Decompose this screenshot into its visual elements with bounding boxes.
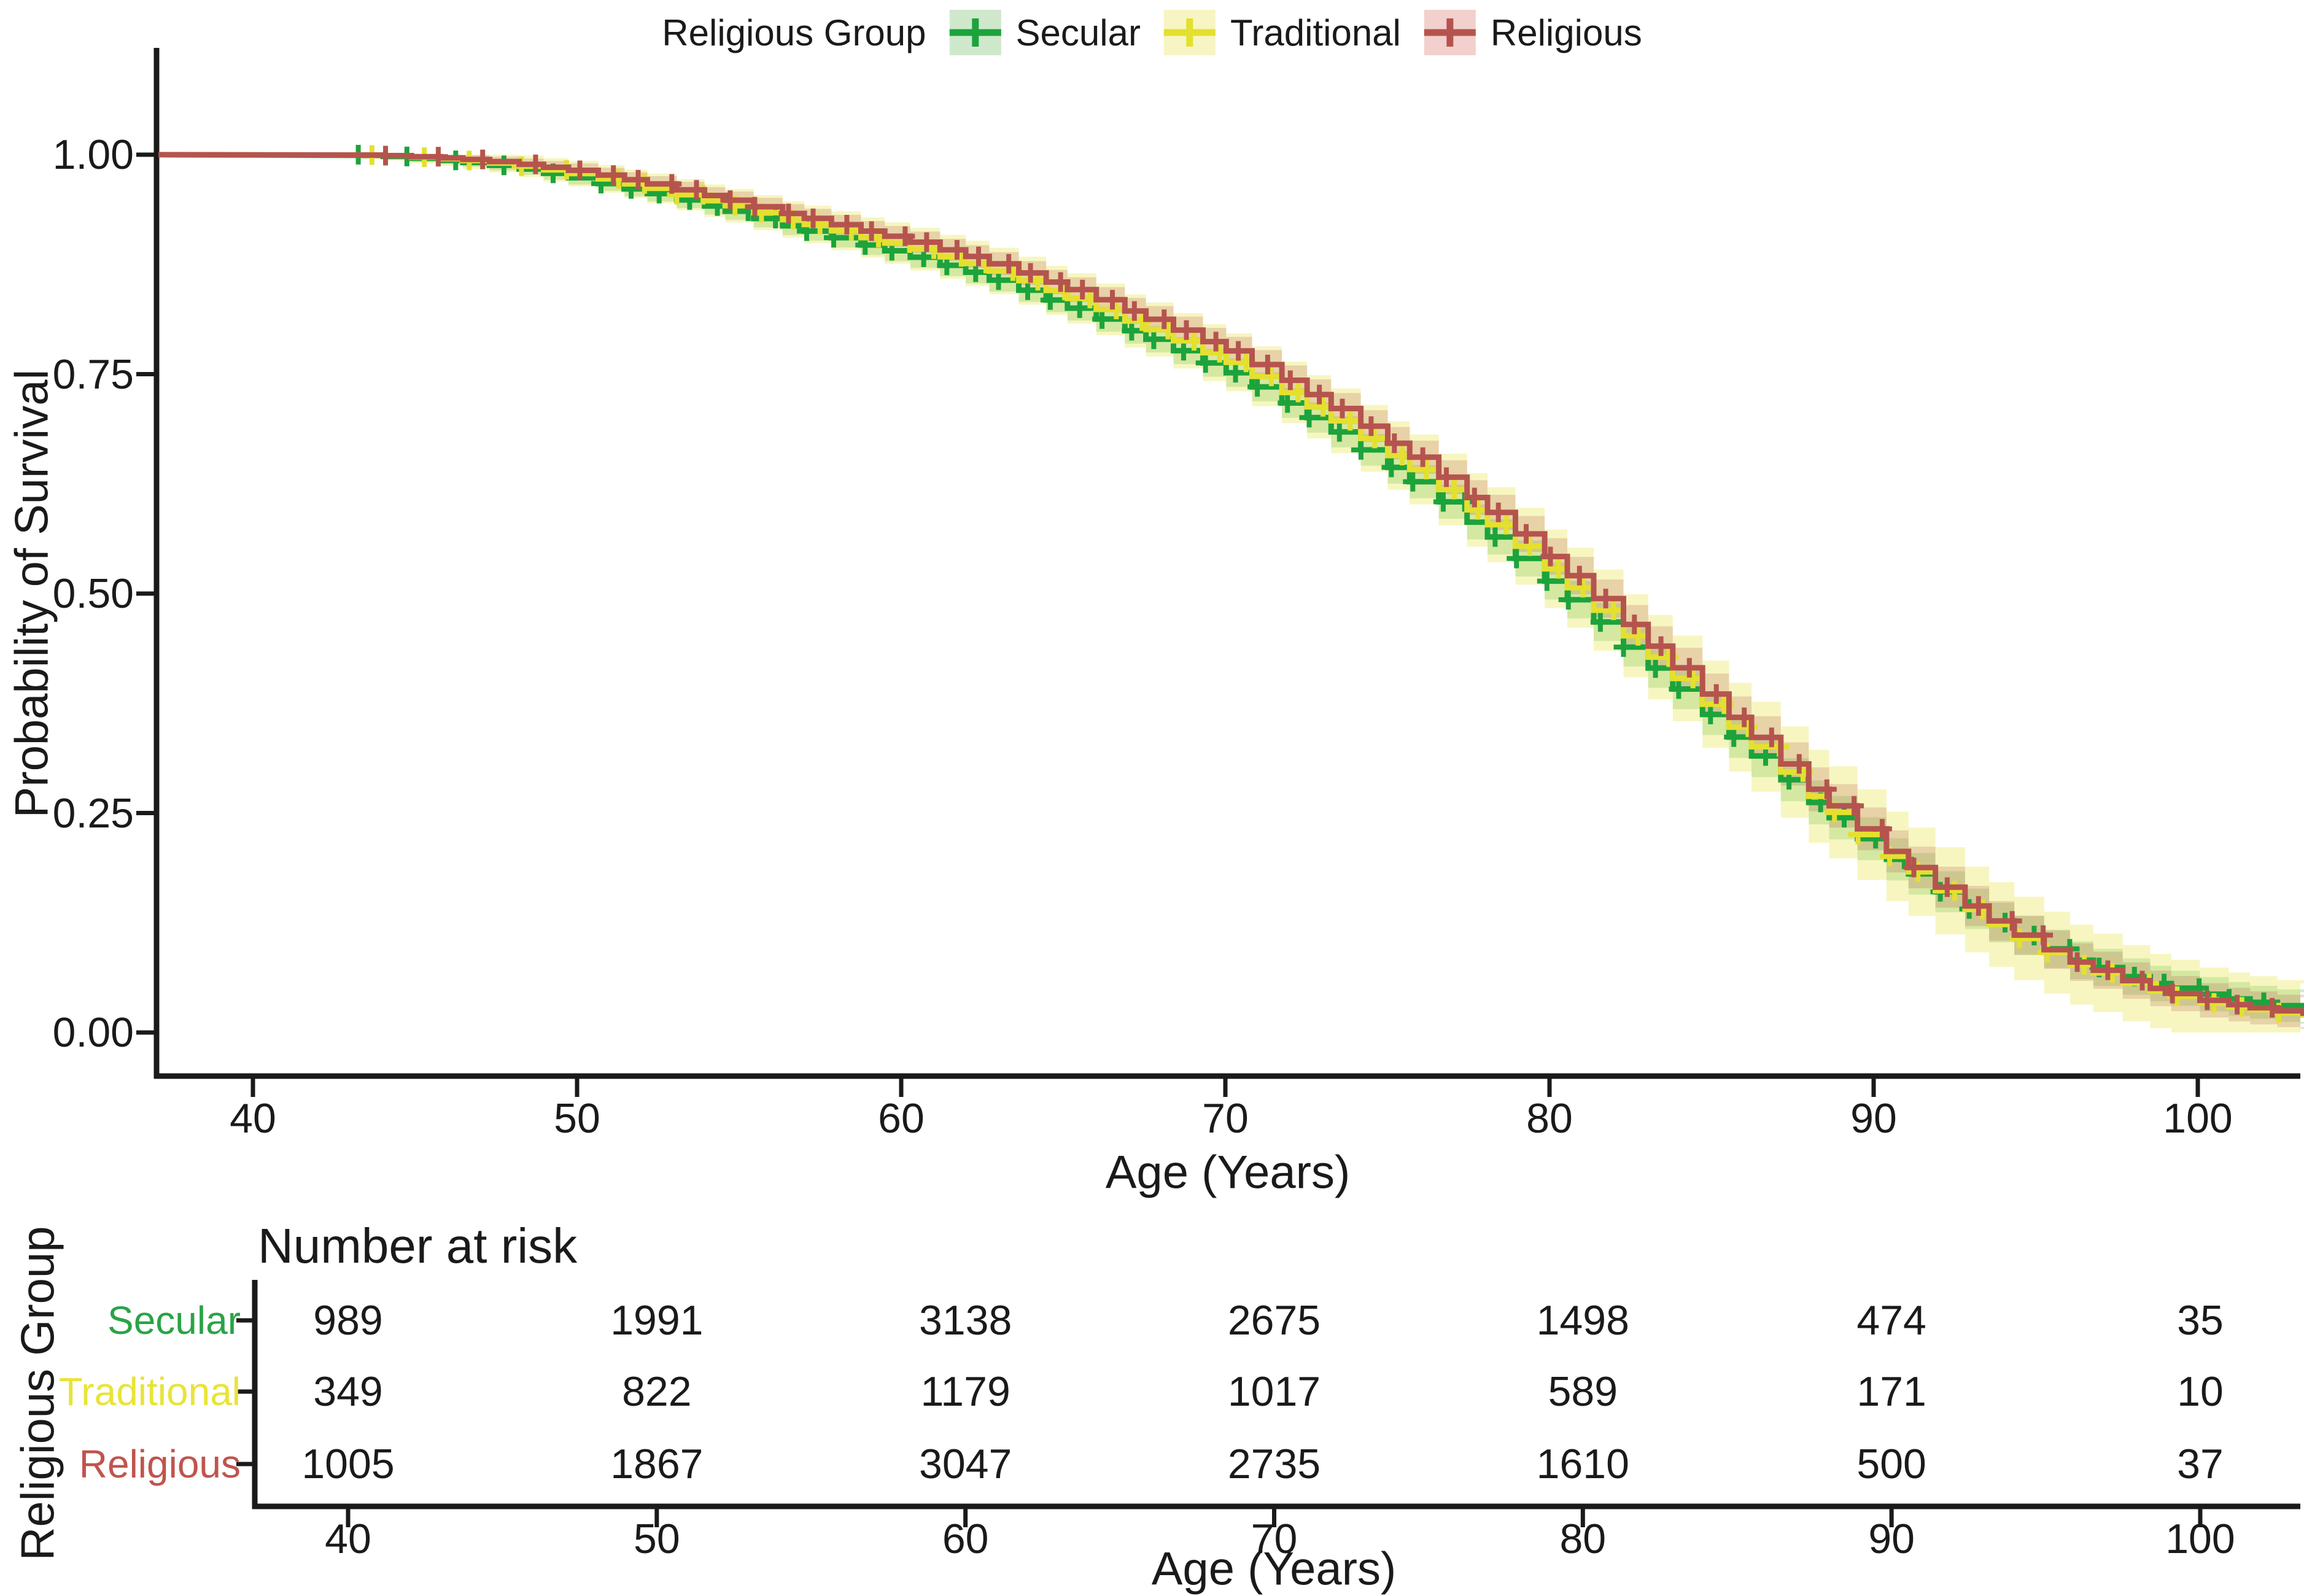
- legend-item-label: Secular: [1015, 12, 1141, 53]
- legend-item-religious: Religious: [1424, 10, 1642, 55]
- risk-value: 349: [313, 1368, 383, 1415]
- risk-x-tick-label: 60: [942, 1516, 989, 1562]
- censor-marks-religious: [376, 145, 2283, 1018]
- x-tick-label: 90: [1850, 1095, 1897, 1142]
- risk-value: 1498: [1536, 1297, 1629, 1344]
- y-tick-label: 0.50: [52, 570, 134, 617]
- legend: Religious Group Secular Traditional Religi…: [662, 10, 1642, 55]
- legend-title: Religious Group: [662, 12, 926, 53]
- risk-value: 37: [2177, 1441, 2224, 1487]
- risk-table-x-axis-title: Age (Years): [1151, 1543, 1397, 1595]
- risk-value: 2735: [1227, 1441, 1321, 1487]
- risk-value: 1867: [610, 1441, 704, 1487]
- y-tick-label: 1.00: [52, 131, 134, 178]
- risk-x-tick-label: 90: [1868, 1516, 1915, 1562]
- risk-value: 1005: [301, 1441, 395, 1487]
- risk-value: 2675: [1227, 1297, 1321, 1344]
- risk-value: 171: [1856, 1368, 1926, 1415]
- legend-item-label: Religious: [1490, 12, 1642, 53]
- legend-item-traditional: Traditional: [1163, 10, 1401, 55]
- risk-x-tick-label: 70: [1251, 1516, 1298, 1562]
- risk-value: 589: [1548, 1368, 1618, 1415]
- survival-curve-religious: [158, 152, 2304, 1016]
- x-tick-label: 70: [1202, 1095, 1249, 1142]
- risk-x-tick-label: 80: [1559, 1516, 1607, 1562]
- risk-value: 3047: [919, 1441, 1012, 1487]
- risk-x-tick-label: 50: [634, 1516, 680, 1562]
- risk-x-tick-label: 100: [2165, 1516, 2235, 1562]
- risk-value: 500: [1856, 1441, 1926, 1487]
- risk-value: 1017: [1227, 1368, 1321, 1415]
- legend-item-secular: Secular: [949, 10, 1141, 55]
- x-tick-label: 60: [878, 1095, 925, 1142]
- risk-value: 3138: [919, 1297, 1012, 1344]
- risk-value: 474: [1856, 1297, 1926, 1344]
- x-tick-label: 40: [230, 1095, 276, 1142]
- risk-x-tick-label: 40: [325, 1516, 371, 1562]
- legend-item-label: Traditional: [1230, 12, 1401, 53]
- risk-value: 10: [2177, 1368, 2224, 1415]
- risk-value: 1179: [920, 1368, 1010, 1415]
- risk-value: 35: [2177, 1297, 2224, 1344]
- risk-value: 822: [622, 1368, 692, 1415]
- legend-key-plus-icon: [1163, 10, 1216, 55]
- risk-value: 989: [313, 1297, 383, 1344]
- x-tick-label: 100: [2163, 1095, 2233, 1142]
- legend-key-plus-icon: [1424, 10, 1476, 55]
- legend-key-crossbar: [1446, 18, 1454, 47]
- x-tick-label: 50: [554, 1095, 600, 1142]
- y-tick-label: 0.25: [52, 789, 134, 837]
- y-tick-label: 0.00: [52, 1009, 134, 1056]
- risk-value: 1991: [610, 1297, 704, 1344]
- legend-key-crossbar: [972, 18, 979, 47]
- risk-value: 1610: [1536, 1441, 1629, 1487]
- risk-table-title: Number at risk: [258, 1218, 578, 1273]
- risk-row-label-secular: Secular: [107, 1298, 241, 1342]
- risk-row-label-traditional: Traditional: [58, 1369, 241, 1414]
- risk-row-label-religious: Religious: [79, 1442, 241, 1486]
- x-axis-title: Age (Years): [1105, 1146, 1351, 1199]
- legend-key-crossbar: [1186, 18, 1193, 47]
- ci-band-traditional: [363, 155, 2304, 1032]
- legend-key-plus-icon: [949, 10, 1001, 55]
- x-tick-label: 80: [1526, 1095, 1573, 1142]
- y-tick-label: 0.75: [52, 351, 134, 398]
